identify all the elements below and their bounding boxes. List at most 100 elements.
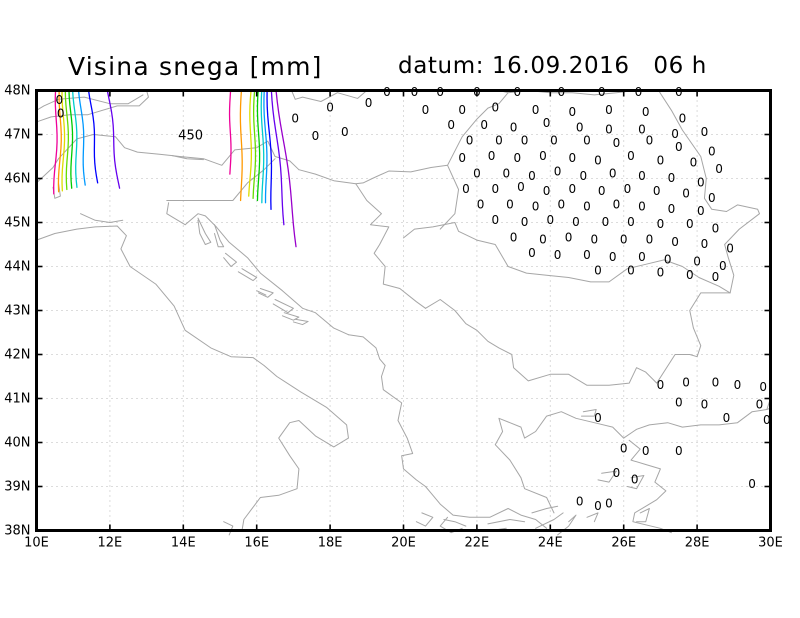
station-marker: 0 (458, 103, 466, 117)
y-tick-label: 41N (4, 392, 30, 407)
x-tick-label: 24E (538, 536, 563, 551)
y-tick-label: 47N (4, 128, 30, 143)
station-marker: 0 (341, 125, 349, 139)
station-marker: 0 (579, 169, 587, 183)
svg-text:0: 0 (719, 259, 727, 273)
station-marker: 0 (473, 167, 481, 181)
y-tick-label: 42N (4, 348, 30, 363)
station-marker: 0 (638, 200, 646, 214)
station-marker: 0 (642, 105, 650, 119)
svg-text:0: 0 (638, 200, 646, 214)
svg-text:0: 0 (57, 106, 65, 120)
station-marker: 0 (668, 202, 676, 216)
station-marker: 0 (576, 120, 584, 134)
station-marker: 0 (583, 134, 591, 148)
svg-text:0: 0 (675, 140, 683, 154)
svg-text:0: 0 (594, 263, 602, 277)
station-marker: 0 (712, 270, 720, 284)
svg-text:0: 0 (546, 213, 554, 227)
station-marker: 0 (624, 182, 632, 196)
svg-text:0: 0 (458, 151, 466, 165)
station-marker: 0 (594, 411, 602, 425)
station-marker: 0 (495, 134, 503, 148)
axis-tick-labels: 10E 12E 14E 16E 18E 20E 22E 24E 26E 28E 30E 38N 39N 4… (4, 84, 783, 551)
svg-text:450: 450 (178, 128, 203, 143)
station-marker: 0 (635, 85, 643, 99)
station-marker: 0 (708, 191, 716, 205)
station-marker: 0 (646, 233, 654, 247)
y-tick-label: 39N (4, 480, 30, 495)
station-marker: 0 (458, 151, 466, 165)
svg-text:0: 0 (627, 215, 635, 229)
station-marker: 0 (675, 395, 683, 409)
station-marker: 0 (543, 116, 551, 130)
station-marker: 0 (557, 197, 565, 211)
station-marker: 0 (734, 378, 742, 392)
svg-text:0: 0 (675, 85, 683, 99)
svg-text:0: 0 (609, 167, 617, 181)
station-marker: 0 (708, 145, 716, 159)
station-marker: 0 (510, 120, 518, 134)
x-tick-label: 10E (24, 536, 49, 551)
svg-text:0: 0 (657, 153, 665, 167)
svg-text:0: 0 (510, 230, 518, 244)
svg-text:0: 0 (383, 85, 391, 99)
svg-text:0: 0 (715, 162, 723, 176)
svg-text:0: 0 (576, 120, 584, 134)
station-marker: 0 (550, 134, 558, 148)
svg-text:0: 0 (642, 105, 650, 119)
svg-text:0: 0 (627, 263, 635, 277)
svg-text:0: 0 (521, 215, 529, 229)
svg-text:0: 0 (554, 248, 562, 262)
station-marker: 0 (598, 184, 606, 198)
svg-text:0: 0 (539, 233, 547, 247)
station-marker: 0 (513, 151, 521, 165)
x-tick-label: 20E (391, 536, 416, 551)
svg-text:0: 0 (513, 85, 521, 99)
station-marker: 0 (646, 134, 654, 148)
station-marker: 0 (675, 444, 683, 458)
svg-text:0: 0 (568, 182, 576, 196)
svg-text:0: 0 (491, 101, 499, 115)
svg-text:0: 0 (613, 136, 621, 150)
station-marker: 0 (594, 499, 602, 513)
date-label: datum: 16.09.2016 06 h (398, 53, 707, 79)
station-marker: 0 (502, 167, 510, 181)
svg-text:0: 0 (734, 378, 742, 392)
station-marker: 0 (627, 149, 635, 163)
station-marker: 0 (462, 182, 470, 196)
station-marker: 0 (715, 162, 723, 176)
y-tick-label: 45N (4, 216, 30, 231)
svg-text:0: 0 (411, 85, 419, 99)
y-tick-label: 46N (4, 172, 30, 187)
svg-text:0: 0 (668, 171, 676, 185)
plot-frame (35, 89, 772, 532)
svg-text:0: 0 (579, 169, 587, 183)
station-marker: 0 (620, 233, 628, 247)
svg-text:0: 0 (557, 197, 565, 211)
station-marker: 0 (712, 222, 720, 236)
station-marker: 0 (613, 197, 621, 211)
station-marker: 0 (436, 85, 444, 99)
svg-text:0: 0 (690, 156, 698, 170)
svg-text:0: 0 (572, 215, 580, 229)
station-marker: 0 (701, 398, 709, 412)
station-marker: 0 (686, 217, 694, 231)
svg-text:0: 0 (532, 200, 540, 214)
svg-text:0: 0 (708, 145, 716, 159)
svg-text:0: 0 (462, 182, 470, 196)
y-tick-label: 40N (4, 436, 30, 451)
svg-text:0: 0 (712, 270, 720, 284)
svg-text:0: 0 (726, 241, 734, 255)
x-tick-label: 22E (465, 536, 490, 551)
station-marker: 0 (513, 85, 521, 99)
station-marker: 0 (756, 398, 764, 412)
station-marker: 0 (675, 140, 683, 154)
station-marker: 0 (763, 413, 771, 427)
y-tick-label: 48N (4, 84, 30, 99)
svg-text:0: 0 (326, 101, 334, 115)
station-marker: 0 (554, 248, 562, 262)
station-marker: 0 (701, 237, 709, 251)
svg-text:0: 0 (682, 186, 690, 200)
